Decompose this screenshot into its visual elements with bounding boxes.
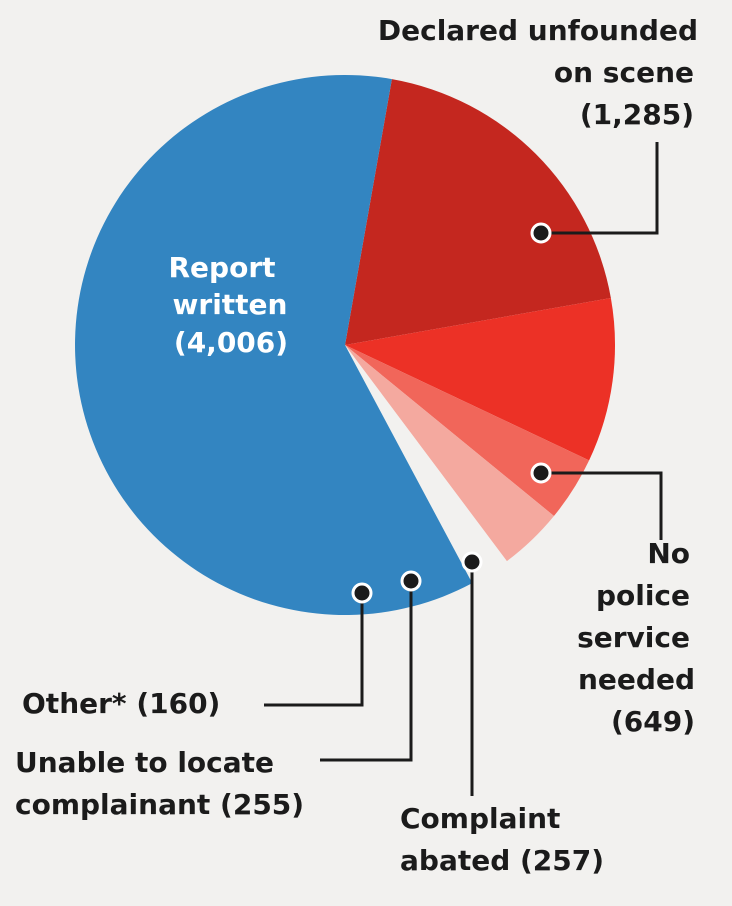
- slice-label-no-police-service-line3: service: [577, 621, 690, 654]
- slice-label-report-written-line2: written: [173, 288, 288, 321]
- label-no-police-service: No police service needed (649): [577, 537, 695, 738]
- label-declared-unfounded: Declared unfounded on scene (1,285): [378, 14, 698, 131]
- pie-slice-complaint-abated: [345, 345, 590, 516]
- slice-value-report-written: (4,006): [174, 326, 288, 359]
- pie-slice-report-written: [75, 74, 473, 615]
- slice-label-complaint-abated-line2: abated (257): [400, 844, 604, 877]
- leader-line-declared-unfounded-on-scene: [541, 142, 659, 235]
- label-other: Other* (160): [22, 687, 220, 720]
- slice-value-other: (160): [136, 687, 220, 720]
- slice-value-complaint-abated: (257): [520, 844, 604, 877]
- pie-slices: [75, 74, 615, 615]
- slice-value-declared-unfounded: (1,285): [580, 98, 694, 131]
- slice-label-no-police-service-line4: needed: [578, 663, 695, 696]
- pie-slice-unable-to-locate-complainant: [345, 345, 554, 562]
- slice-value-unable-to-locate: (255): [220, 788, 304, 821]
- leader-dot-complaint-abated: [461, 551, 483, 573]
- slice-label-complaint-abated-line1: Complaint: [400, 802, 560, 835]
- leader-dot-unable-to-locate-complainant: [400, 570, 422, 592]
- leader-dot-no-police-service-needed: [530, 462, 552, 484]
- slice-label-no-police-service-line2: police: [596, 579, 690, 612]
- leader-line-unable-to-locate-complainant: [320, 581, 413, 762]
- label-report-written: Report written (4,006): [168, 251, 288, 359]
- slice-label-declared-unfounded-line2: on scene: [554, 56, 694, 89]
- leader-dot-declared-unfounded-on-scene: [530, 222, 552, 244]
- leader-dot-other: [351, 582, 373, 604]
- slice-label-no-police-service-line1: No: [647, 537, 690, 570]
- label-unable-to-locate: Unable to locate complainant (255): [15, 746, 304, 821]
- pie-slice-declared-unfounded-on-scene: [345, 79, 611, 345]
- slice-label-declared-unfounded-line1: Declared unfounded: [378, 14, 698, 47]
- slice-label-other: Other* (160): [22, 687, 220, 720]
- slice-label-unable-to-locate-line2: complainant (255): [15, 788, 304, 821]
- slice-label-unable-to-locate-line1: Unable to locate: [15, 746, 274, 779]
- leader-line-other: [264, 593, 364, 707]
- label-complaint-abated: Complaint abated (257): [400, 802, 604, 877]
- slice-value-no-police-service: (649): [611, 705, 695, 738]
- slice-label-report-written-line1: Report: [168, 251, 275, 284]
- leader-lines: [264, 142, 663, 796]
- pie-slice-no-police-service-needed: [345, 297, 615, 461]
- leader-line-no-police-service-needed: [541, 471, 663, 540]
- pie-slice-other: [345, 345, 507, 584]
